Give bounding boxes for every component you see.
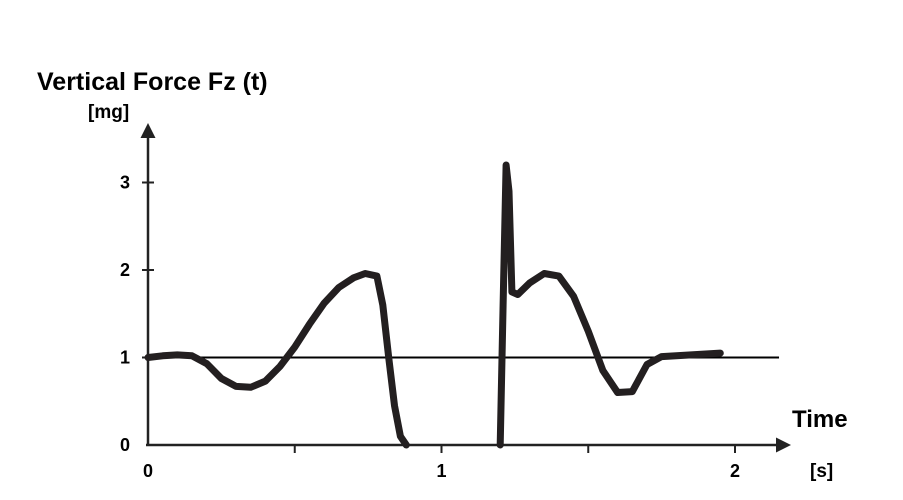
x-axis-label: Time xyxy=(792,406,848,433)
y-tick-label: 2 xyxy=(120,260,130,280)
x-tick-label: 1 xyxy=(436,461,446,481)
x-tick-label: 0 xyxy=(143,461,153,481)
y-axis-label: [mg] xyxy=(88,102,129,123)
y-tick-label: 0 xyxy=(120,435,130,455)
x-tick-label: 2 xyxy=(730,461,740,481)
chart-title: Vertical Force Fz (t) xyxy=(37,68,268,96)
force-curve-segment xyxy=(496,161,724,449)
x-axis-unit: [s] xyxy=(810,461,833,482)
force-curve-segment xyxy=(144,270,410,449)
y-tick-label: 1 xyxy=(120,348,130,368)
y-tick-label: 3 xyxy=(120,173,130,193)
